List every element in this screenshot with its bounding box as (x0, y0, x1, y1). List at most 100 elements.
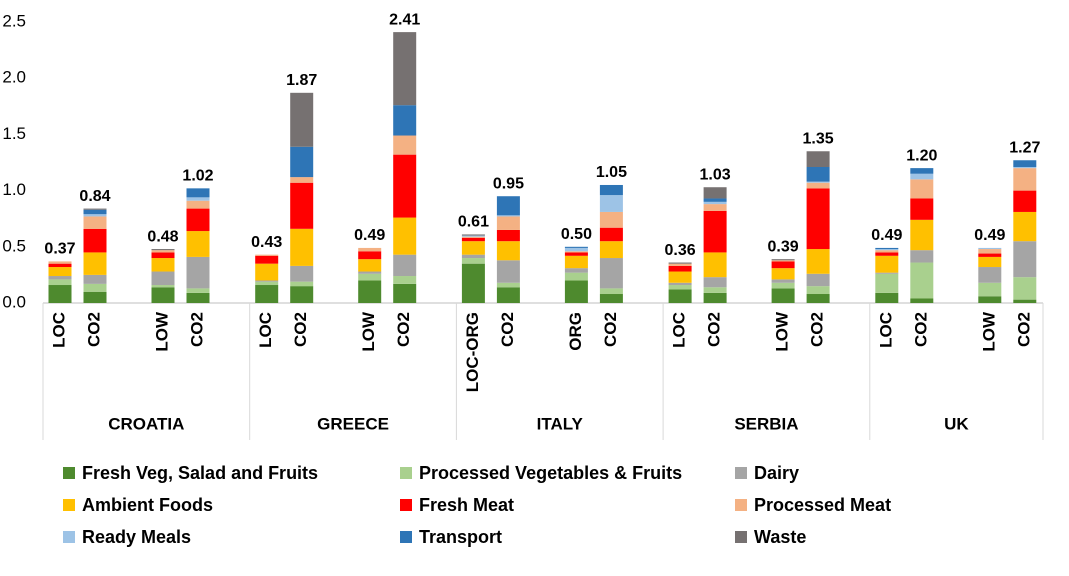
bar-segment (703, 287, 727, 293)
bar-segment (151, 250, 175, 253)
bar-segment (496, 241, 520, 261)
bar-segment (461, 258, 485, 264)
bar-segment (771, 260, 795, 262)
bar-segment (496, 196, 520, 216)
bar-segment (910, 173, 934, 180)
bar-segment (910, 179, 934, 199)
bar-segment (703, 277, 727, 288)
bar-segment (806, 294, 830, 303)
bar-segment (358, 247, 382, 252)
bar-segment (771, 261, 795, 269)
bar-segment (806, 286, 830, 295)
bar-segment (875, 292, 899, 303)
bar-segment (599, 241, 623, 259)
bar-segment (358, 251, 382, 260)
x-tick-label: CO2 (187, 312, 206, 347)
group-label: GREECE (317, 414, 389, 433)
x-tick-label: LOW (979, 311, 998, 352)
legend-label: Fresh Meat (419, 495, 514, 515)
bar-segment (393, 283, 417, 303)
bar-segment (771, 282, 795, 289)
bar-segment (668, 285, 692, 290)
bar-segment (358, 259, 382, 272)
bar-segment (496, 282, 520, 288)
bar-segment (703, 198, 727, 202)
bar-segment (461, 237, 485, 242)
x-tick-label: CO2 (394, 312, 413, 347)
bar-segment (186, 292, 210, 303)
total-label: 0.49 (871, 227, 902, 244)
bar-segment (1013, 190, 1037, 212)
bar-segment (83, 274, 107, 284)
total-label: 0.84 (79, 188, 110, 205)
bar-segment (48, 285, 72, 303)
y-tick-label: 1.5 (2, 124, 26, 143)
legend-label: Dairy (754, 463, 799, 483)
bar-segment (186, 288, 210, 293)
bar-segment (771, 279, 795, 283)
y-tick-label: 1.0 (2, 180, 26, 199)
x-tick-label: ORG (566, 312, 585, 351)
total-label: 0.43 (251, 234, 282, 251)
bar-segment (875, 247, 899, 250)
total-label: 1.05 (596, 164, 627, 181)
x-tick-label: CO2 (808, 312, 827, 347)
bar-segment (461, 236, 485, 238)
bar-segment (393, 217, 417, 255)
bar-segment (186, 197, 210, 201)
bar-segment (703, 252, 727, 278)
legend-label: Waste (754, 527, 806, 547)
bar-segment (186, 256, 210, 289)
legend-label: Transport (419, 527, 502, 547)
bar-segment (461, 254, 485, 259)
legend-label: Processed Meat (754, 495, 891, 515)
bar-segment (703, 292, 727, 303)
bar-segment (668, 263, 692, 266)
bar-segment (393, 135, 417, 155)
x-tick-label: LOC (876, 312, 895, 348)
legend-label: Fresh Veg, Salad and Fruits (82, 463, 318, 483)
bar-segment (910, 250, 934, 263)
x-tick-label: LOW (359, 311, 378, 352)
total-label: 1.35 (803, 130, 834, 147)
bar-segment (151, 285, 175, 288)
bar-segment (151, 249, 175, 251)
bar-segment (564, 280, 588, 303)
bar-segment (978, 296, 1002, 303)
y-tick-label: 0.0 (2, 292, 26, 311)
bar-segment (48, 276, 72, 280)
bar-segment (978, 256, 1002, 268)
legend-swatch (735, 467, 747, 479)
group-label: CROATIA (108, 414, 184, 433)
x-tick-label: CO2 (291, 312, 310, 347)
bar-segment (599, 258, 623, 289)
bar-segment (910, 298, 934, 303)
bar-segment (668, 262, 692, 264)
bar-segment (186, 231, 210, 257)
bar-segment (393, 154, 417, 218)
bar-segment (668, 282, 692, 286)
y-tick-label: 2.0 (2, 68, 26, 87)
legend-swatch (400, 499, 412, 511)
legend-swatch (63, 467, 75, 479)
legend-swatch (400, 531, 412, 543)
x-tick-label: LOC (49, 312, 68, 348)
bar-segment (461, 263, 485, 303)
bar-segment (978, 253, 1002, 257)
bar-segment (875, 250, 899, 253)
bar-segment (875, 249, 899, 251)
legend-swatch (400, 467, 412, 479)
legend-swatch (63, 499, 75, 511)
bar-segment (393, 254, 417, 277)
bar-segment (771, 259, 795, 261)
bar-segment (255, 281, 279, 286)
bar-segment (83, 283, 107, 292)
total-label: 1.03 (700, 166, 731, 183)
bar-segment (393, 105, 417, 136)
bar-segment (910, 198, 934, 220)
bar-segment (978, 247, 1002, 250)
bar-segment (668, 265, 692, 272)
bar-segment (83, 291, 107, 303)
bar-segment (1013, 299, 1037, 303)
group-label: UK (944, 414, 969, 433)
